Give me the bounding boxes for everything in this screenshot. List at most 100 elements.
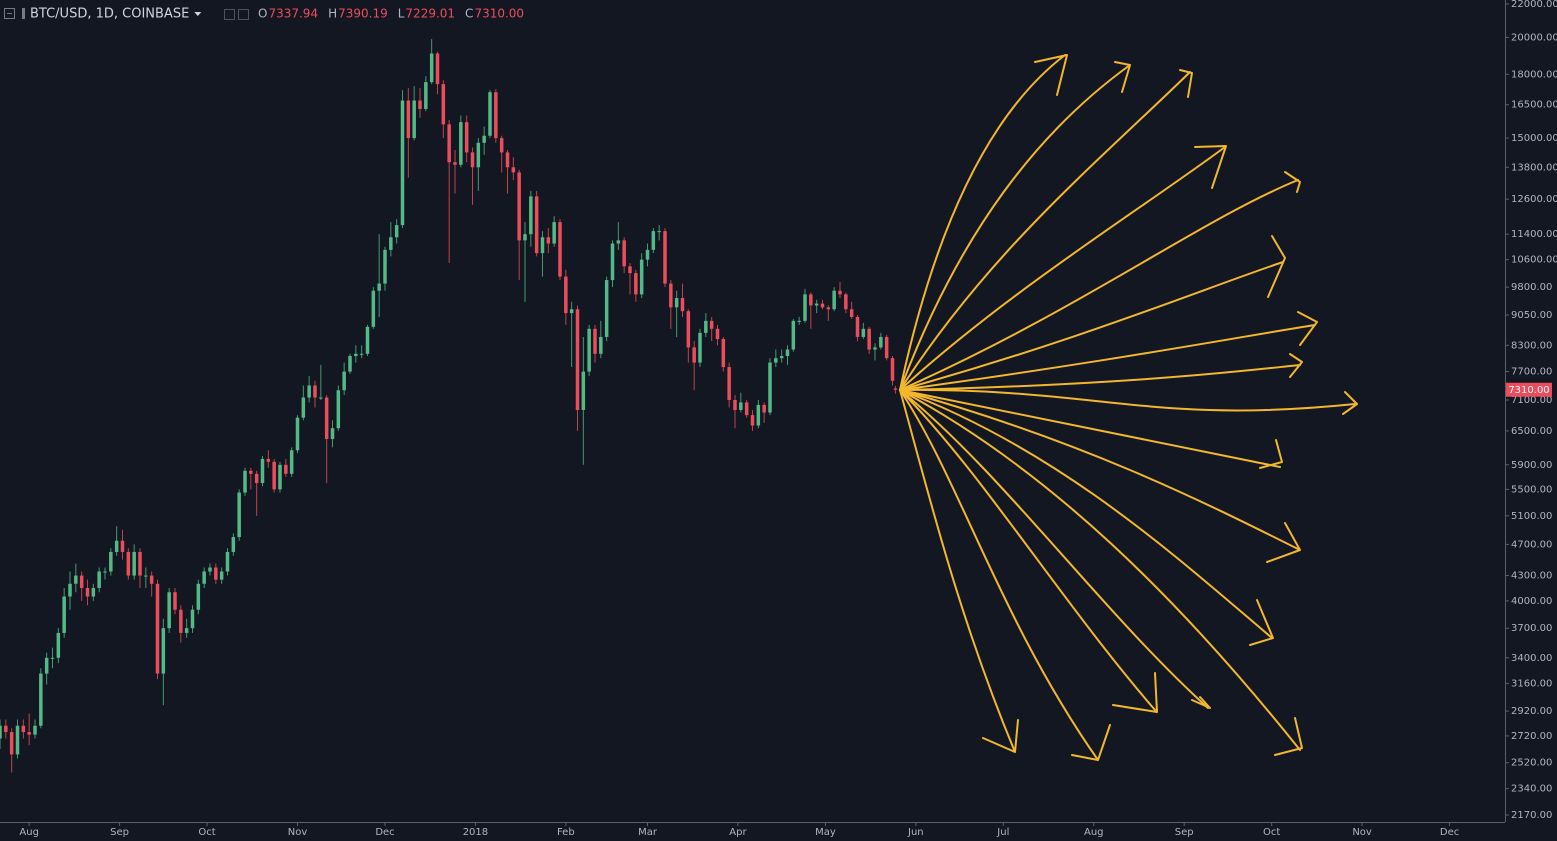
candle-body [284,464,288,474]
candle-body [476,142,481,168]
candle-body [219,571,224,580]
candle-body [739,402,743,410]
y-tick-label: 7100.00 [1511,395,1552,406]
candle-body [342,371,346,391]
candle-body [190,609,195,629]
candle-body [161,628,166,674]
candle-body [552,222,556,244]
x-tick-label: Apr [729,827,747,838]
candle-body [546,237,551,244]
candle-body [225,551,230,572]
candle-body [628,266,632,274]
candle-body [768,362,772,413]
candle-body [488,92,492,136]
x-tick-label: Oct [1263,827,1280,838]
candle-body [214,567,218,580]
candle-body [272,461,276,490]
time-axis: Aug Sep Oct Nov Dec 2018 Feb Mar Apr May Jun Jul Aug… [19,822,1459,838]
candle-body [645,249,650,260]
candle-body [295,417,300,451]
ohlc-label: L [398,7,405,21]
candle-body [674,298,679,308]
candle-body [27,732,31,735]
candle-body [44,657,49,674]
candle-body [698,332,702,363]
candle-body [657,231,661,233]
candle-body [243,470,247,493]
candle-body [867,328,871,350]
candle-body [260,458,265,484]
x-tick-label: Nov [288,827,308,838]
candle-body [301,397,306,418]
candle-body [756,404,761,426]
candle-body [494,92,498,139]
ohlc-value: 7337.94 [268,7,318,21]
candle-body [389,237,393,250]
last-price-text: 7310.00 [1508,385,1549,396]
candle-body [97,571,101,588]
candle-body [849,309,854,317]
candle-body [879,336,883,348]
candle-body [587,328,591,372]
symbol-title[interactable]: BTC/USD, 1D, COINBASE [30,7,189,22]
y-tick-label: 3400.00 [1511,653,1552,664]
candle-body [692,347,696,363]
candle-body [429,53,434,83]
candle-body [289,450,294,474]
settings-icon[interactable] [238,9,249,20]
y-tick-label: 4700.00 [1511,539,1552,550]
candle-body [418,100,422,109]
candle-body [727,367,731,400]
candle-body [0,725,2,739]
candle-body [15,725,20,755]
settings-icon[interactable] [224,9,235,20]
y-tick-label: 8300.00 [1511,340,1552,351]
candle-body [622,240,626,267]
candle-body [569,309,574,314]
x-tick-label: 2018 [463,827,488,838]
candle-body [39,673,43,726]
ohlc-label: C [465,7,473,21]
x-tick-label: Mar [638,827,658,838]
ohlc-value: 7390.19 [338,7,388,21]
candle-body [499,138,504,153]
dropdown-caret[interactable] [194,12,202,16]
candle-body [704,320,708,333]
x-tick-label: May [815,827,836,838]
symbol-icon [22,8,25,19]
candle-body [319,397,323,399]
collapse-icon[interactable] [4,8,15,19]
y-tick-label: 4000.00 [1511,596,1552,607]
candle-body [324,397,329,440]
candle-body [564,276,568,314]
candle-body [558,222,562,277]
candle-body [313,385,317,398]
candle-body [616,240,621,244]
candle-body [721,339,726,368]
candle-body [336,390,341,429]
x-tick-label: Feb [557,827,575,838]
candle-body [529,196,533,235]
candle-body [447,124,451,163]
candle-body [179,609,183,633]
y-tick-label: 6500.00 [1511,426,1552,437]
candle-body [669,283,673,308]
y-tick-label: 2720.00 [1511,731,1552,742]
x-tick-label: Aug [19,827,39,838]
candle-body [132,551,136,576]
price-axis: 22000.00 20000.00 18000.00 16500.00 15000.00… [1505,0,1557,821]
candle-body [750,415,755,426]
x-tick-label: Oct [198,827,215,838]
candle-body [412,100,416,139]
y-tick-label: 10600.00 [1511,255,1557,266]
candle-body [873,347,877,350]
candle-body [663,231,667,284]
candle-body [371,290,376,327]
candle-body [149,575,154,584]
candle-body [791,320,796,350]
candle-body [517,172,521,241]
y-tick-label: 13800.00 [1511,162,1557,173]
candle-body [307,385,311,398]
